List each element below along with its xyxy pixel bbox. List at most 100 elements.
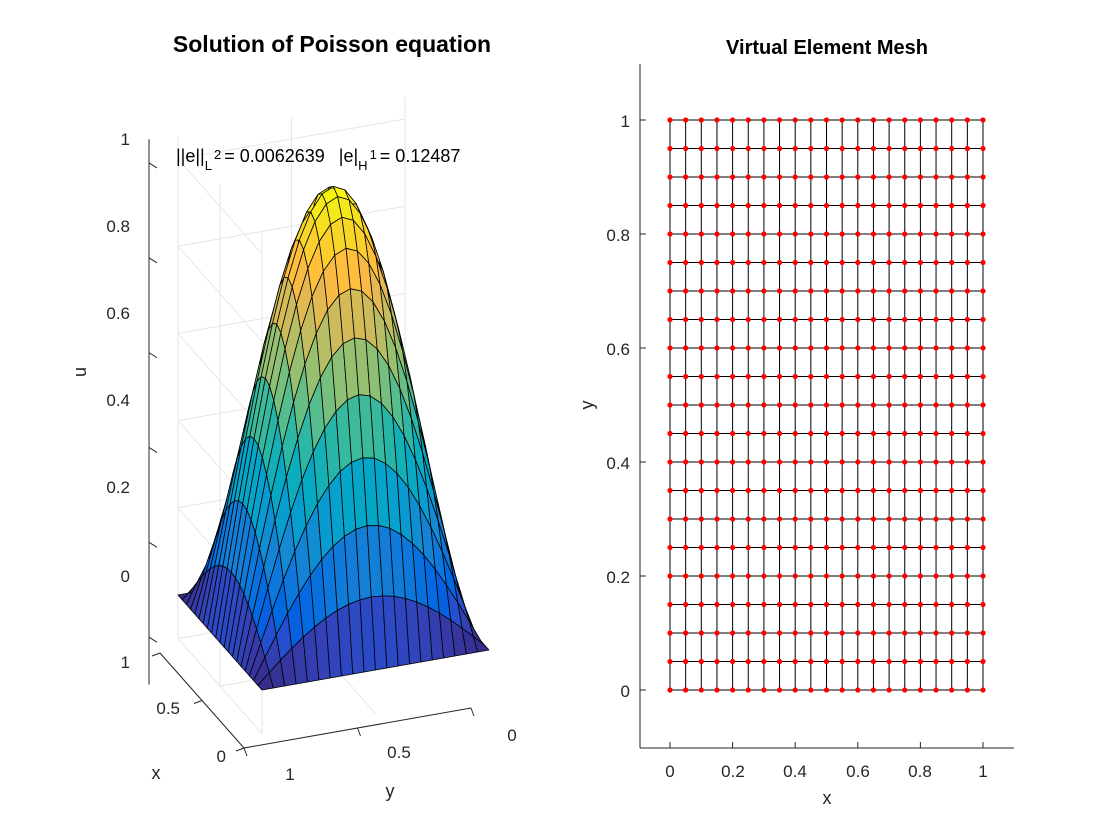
mesh-node xyxy=(917,658,924,665)
mesh-node xyxy=(823,345,830,351)
mesh-node xyxy=(949,544,955,551)
mesh-node xyxy=(808,202,814,209)
mesh-node xyxy=(902,174,908,180)
mesh-node xyxy=(917,259,924,266)
mesh-node xyxy=(949,202,955,209)
l2-superscript: 2 xyxy=(214,147,221,162)
mesh-node xyxy=(683,145,689,152)
mesh-node xyxy=(933,516,939,522)
mesh-node xyxy=(698,145,704,152)
mesh-node xyxy=(839,174,845,180)
surface-z-label: u xyxy=(70,367,90,377)
mesh-node xyxy=(823,145,830,152)
mesh-node xyxy=(776,430,783,437)
mesh-node xyxy=(683,231,689,237)
mesh-node xyxy=(730,630,736,636)
mesh-node xyxy=(667,658,673,665)
mesh-node xyxy=(730,687,736,693)
mesh-node xyxy=(917,573,924,579)
mesh-node xyxy=(745,174,751,180)
mesh-node xyxy=(886,658,892,665)
mesh-node xyxy=(808,174,814,180)
mesh-node xyxy=(902,658,908,665)
mesh-node xyxy=(980,402,986,408)
mesh-node xyxy=(886,601,892,608)
mesh-x-tick-1: 1 xyxy=(978,762,987,781)
mesh-node xyxy=(698,231,704,237)
mesh-node xyxy=(730,231,736,237)
mesh-node xyxy=(855,573,861,579)
mesh-node xyxy=(964,687,970,693)
mesh-node xyxy=(730,402,736,408)
mesh-node xyxy=(823,487,830,494)
mesh-node xyxy=(776,117,783,123)
mesh-node xyxy=(823,117,830,123)
mesh-y-tick-0.8: 0.8 xyxy=(606,226,630,245)
mesh-node xyxy=(980,487,986,494)
mesh-node xyxy=(776,573,783,579)
mesh-node xyxy=(870,402,877,408)
mesh-node xyxy=(792,687,798,693)
mesh-node xyxy=(902,687,908,693)
mesh-node xyxy=(698,601,704,608)
mesh-node xyxy=(964,601,970,608)
mesh-node xyxy=(698,658,704,665)
mesh-node xyxy=(698,544,704,551)
mesh-node xyxy=(730,601,736,608)
mesh-node xyxy=(949,402,955,408)
mesh-node xyxy=(667,687,673,693)
mesh-node xyxy=(870,687,877,693)
mesh-node xyxy=(792,117,798,123)
mesh-node xyxy=(667,459,673,465)
mesh-node xyxy=(855,630,861,636)
mesh-node xyxy=(683,630,689,636)
mesh-node xyxy=(808,117,814,123)
mesh-node xyxy=(902,516,908,522)
mesh-node xyxy=(776,202,783,209)
h1-subscript: H xyxy=(358,158,367,173)
mesh-node xyxy=(855,174,861,180)
mesh-node xyxy=(792,345,798,351)
mesh-node xyxy=(917,459,924,465)
mesh-node xyxy=(917,345,924,351)
mesh-node xyxy=(964,174,970,180)
mesh-node xyxy=(933,573,939,579)
mesh-node xyxy=(870,202,877,209)
mesh-node xyxy=(933,687,939,693)
mesh-node xyxy=(698,459,704,465)
mesh-node xyxy=(964,402,970,408)
mesh-node xyxy=(902,402,908,408)
mesh-node xyxy=(933,402,939,408)
mesh-node xyxy=(745,316,751,323)
mesh-node xyxy=(761,174,767,180)
mesh-node xyxy=(886,630,892,636)
mesh-node xyxy=(980,288,986,294)
mesh-node xyxy=(776,601,783,608)
mesh-node xyxy=(761,373,767,380)
mesh-x-tick-0.8: 0.8 xyxy=(908,762,932,781)
mesh-node xyxy=(902,145,908,152)
mesh-node xyxy=(933,202,939,209)
mesh-node xyxy=(886,259,892,266)
mesh-node xyxy=(792,231,798,237)
mesh-node xyxy=(839,145,845,152)
mesh-node xyxy=(730,373,736,380)
mesh-node xyxy=(730,174,736,180)
mesh-node xyxy=(745,516,751,522)
mesh-node xyxy=(823,430,830,437)
mesh-x-label: x xyxy=(823,788,832,808)
surface-z-tick-mark xyxy=(148,352,158,359)
mesh-node xyxy=(886,402,892,408)
mesh-node xyxy=(839,259,845,266)
mesh-node xyxy=(886,687,892,693)
mesh-node xyxy=(683,316,689,323)
mesh-node xyxy=(855,288,861,294)
mesh-node xyxy=(949,345,955,351)
mesh-node xyxy=(745,259,751,266)
mesh-node xyxy=(823,174,830,180)
mesh-node xyxy=(886,145,892,152)
mesh-node xyxy=(902,231,908,237)
mesh-node xyxy=(949,231,955,237)
x-tick-0.5: 0.5 xyxy=(156,699,180,718)
surface-z-tick-mark xyxy=(148,162,158,169)
